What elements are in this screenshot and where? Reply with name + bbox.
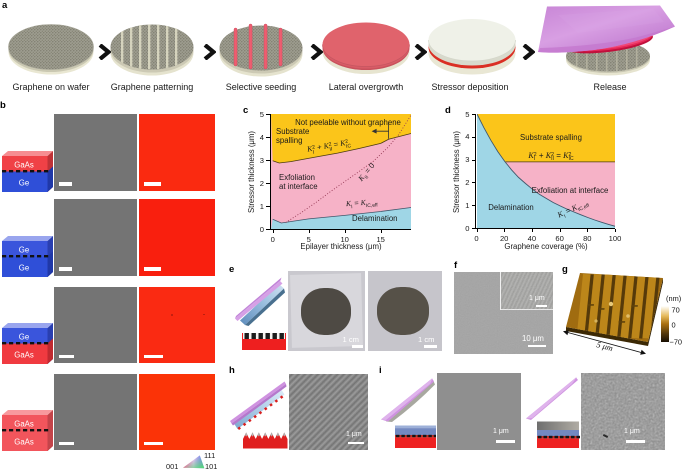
svg-text:70: 70 <box>672 306 680 315</box>
svg-text:Ge: Ge <box>19 263 29 272</box>
svg-text:GaAs: GaAs <box>14 438 34 447</box>
svg-text:−70: −70 <box>670 338 683 347</box>
svg-text:Ge: Ge <box>19 178 29 187</box>
svg-text:Ge: Ge <box>19 245 29 254</box>
svg-text:Ge: Ge <box>19 333 29 342</box>
svg-text:GaAs: GaAs <box>14 420 34 429</box>
svg-text:5 μm: 5 μm <box>595 340 613 353</box>
svg-text:(nm): (nm) <box>666 294 681 303</box>
svg-text:0: 0 <box>672 321 676 330</box>
svg-text:GaAs: GaAs <box>14 351 34 360</box>
svg-text:GaAs: GaAs <box>14 160 34 169</box>
